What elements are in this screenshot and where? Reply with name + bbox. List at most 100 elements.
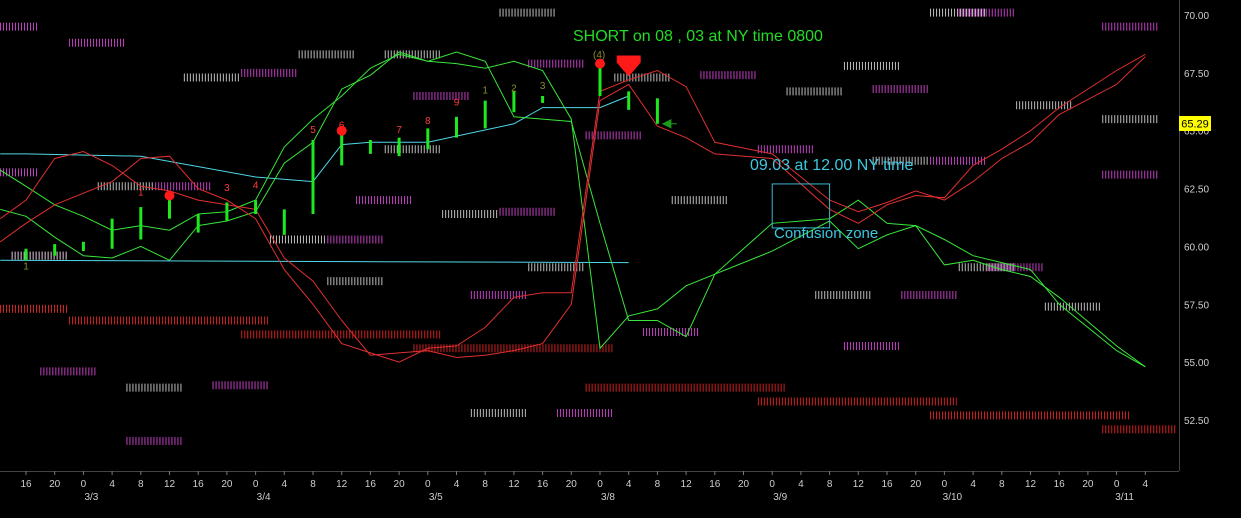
x-tick-label: 16 bbox=[709, 479, 721, 490]
sell-arrow-icon bbox=[616, 55, 641, 77]
time-note-label: 09.03 at 12.00 NY time bbox=[750, 157, 914, 174]
price-bar bbox=[512, 91, 516, 113]
price-bar bbox=[368, 139, 372, 154]
price-bar bbox=[168, 195, 171, 219]
price-bar bbox=[254, 200, 258, 215]
x-tick-label: 0 bbox=[942, 479, 948, 490]
x-tick-label: 16 bbox=[881, 479, 893, 490]
x-tick-label: 12 bbox=[336, 479, 348, 490]
price-bars bbox=[24, 63, 659, 261]
price-bar bbox=[655, 98, 659, 124]
x-axis: 16 20 0 4 8 12 16 20 0 4 8 12 16 20 0 4 8 12 16 20 0 4 8 12 16 20… bbox=[20, 471, 1149, 503]
x-tick-label: 0 bbox=[253, 479, 259, 490]
x-tick-label: 0 bbox=[769, 479, 775, 490]
x-tick-label: 20 bbox=[1082, 479, 1094, 490]
x-tick-label: 12 bbox=[508, 479, 520, 490]
x-tick-label: 16 bbox=[1054, 479, 1066, 490]
signal-dot bbox=[164, 190, 175, 201]
signal-marker-label: (4) bbox=[593, 50, 606, 61]
x-tick-label: 8 bbox=[827, 479, 833, 490]
price-bar bbox=[483, 100, 487, 129]
x-tick-label: 20 bbox=[738, 479, 750, 490]
confusion-zone-label: Confusion zone bbox=[774, 225, 879, 242]
indicator-lines bbox=[0, 51, 1146, 368]
count-label: 8 bbox=[425, 116, 431, 127]
x-tick-label: 8 bbox=[310, 479, 316, 490]
price-bar bbox=[110, 218, 114, 249]
y-tick-label: 70.00 bbox=[1184, 11, 1209, 22]
date-label: 3/9 bbox=[773, 492, 787, 503]
price-bar bbox=[340, 130, 344, 166]
last-price-badge: 65.29 bbox=[1179, 116, 1211, 131]
x-tick-label: 12 bbox=[681, 479, 693, 490]
x-tick-label: 16 bbox=[193, 479, 205, 490]
x-tick-label: 8 bbox=[655, 479, 661, 490]
price-bar bbox=[196, 214, 200, 233]
count-label: 7 bbox=[396, 125, 402, 136]
price-bar bbox=[541, 96, 545, 103]
date-label: 3/3 bbox=[84, 492, 98, 503]
price-bar bbox=[627, 91, 631, 110]
y-tick-label: 55.00 bbox=[1184, 358, 1209, 369]
series-line bbox=[0, 95, 629, 183]
x-tick-label: 16 bbox=[537, 479, 549, 490]
x-tick-label: 4 bbox=[282, 479, 288, 490]
y-tick-label: 57.50 bbox=[1184, 300, 1209, 311]
count-label: 3 bbox=[224, 183, 230, 194]
price-bar bbox=[455, 116, 458, 138]
x-tick-label: 12 bbox=[1025, 479, 1037, 490]
x-tick-label: 8 bbox=[999, 479, 1005, 490]
x-tick-label: 4 bbox=[1143, 479, 1149, 490]
green-arrow-icon bbox=[661, 118, 677, 129]
x-tick-label: 0 bbox=[1114, 479, 1120, 490]
series-line bbox=[0, 56, 1146, 363]
level-ladders bbox=[0, 8, 1177, 445]
x-tick-label: 12 bbox=[853, 479, 865, 490]
price-bar bbox=[426, 128, 430, 150]
y-tick-label: 65.00 bbox=[1184, 127, 1209, 138]
x-tick-label: 4 bbox=[798, 479, 804, 490]
x-tick-label: 20 bbox=[394, 479, 406, 490]
x-tick-label: 0 bbox=[81, 479, 87, 490]
series-line bbox=[0, 53, 1146, 368]
y-tick-label: 67.50 bbox=[1184, 69, 1209, 80]
series-line bbox=[0, 51, 1146, 368]
date-label: 3/10 bbox=[943, 492, 963, 503]
price-bar bbox=[311, 139, 315, 215]
y-tick-label: 52.50 bbox=[1184, 416, 1209, 427]
count-label: 5 bbox=[310, 125, 316, 136]
price-bar bbox=[225, 202, 229, 221]
count-label: 1 bbox=[482, 86, 488, 97]
date-label: 3/5 bbox=[429, 492, 443, 503]
price-bar bbox=[397, 137, 401, 157]
confusion-zone-box bbox=[771, 183, 831, 229]
last-price-label: 65.29 bbox=[1181, 119, 1209, 131]
x-tick-label: 4 bbox=[970, 479, 976, 490]
x-tick-label: 20 bbox=[49, 479, 61, 490]
x-tick-label: 4 bbox=[454, 479, 460, 490]
y-tick-label: 62.50 bbox=[1184, 185, 1209, 196]
date-label: 3/8 bbox=[601, 492, 615, 503]
x-tick-label: 4 bbox=[109, 479, 115, 490]
date-label: 3/4 bbox=[257, 492, 271, 503]
signal-dot bbox=[336, 125, 347, 136]
price-bar bbox=[282, 209, 286, 235]
x-tick-label: 4 bbox=[626, 479, 632, 490]
price-bar bbox=[81, 241, 85, 252]
x-tick-label: 20 bbox=[910, 479, 922, 490]
count-label: 4 bbox=[253, 181, 259, 192]
price-bar bbox=[53, 244, 57, 256]
series-line bbox=[0, 259, 629, 264]
count-label: 1 bbox=[138, 188, 144, 199]
count-label: 9 bbox=[454, 97, 460, 108]
count-label: 1 bbox=[23, 262, 29, 273]
y-tick-label: 60.00 bbox=[1184, 242, 1209, 253]
signal-markers bbox=[164, 55, 677, 201]
price-bar bbox=[139, 207, 143, 240]
x-tick-label: 16 bbox=[365, 479, 377, 490]
x-tick-label: 20 bbox=[221, 479, 233, 490]
price-bar bbox=[598, 63, 602, 96]
x-tick-label: 0 bbox=[597, 479, 603, 490]
